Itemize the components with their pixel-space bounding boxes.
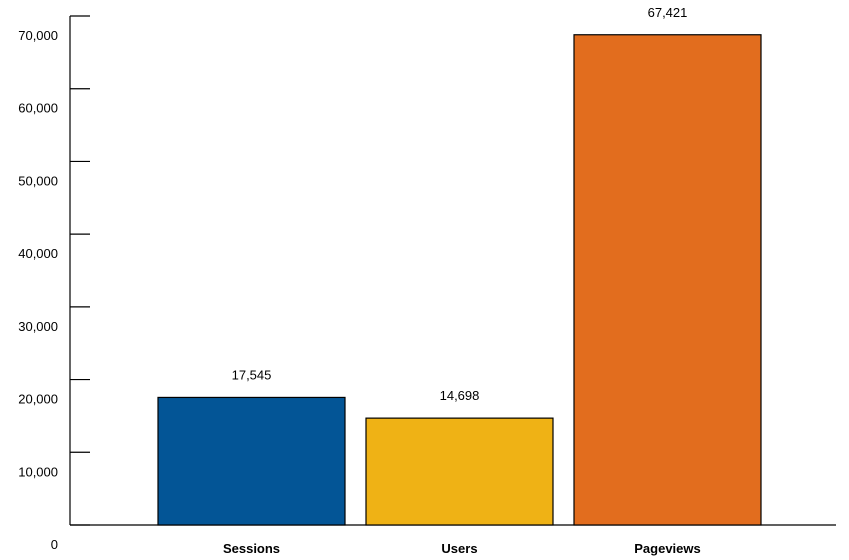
value-label-users: 14,698 (440, 388, 480, 403)
y-tick-label: 20,000 (18, 392, 58, 407)
bars (157, 34, 762, 526)
bar-users (365, 417, 554, 526)
y-axis: 0 10,000 20,000 30,000 40,000 50,000 60,000 70,… (18, 15, 90, 552)
y-tick-label: 30,000 (18, 319, 58, 334)
category-label-sessions: Sessions (223, 541, 280, 556)
category-label-users: Users (441, 541, 477, 556)
y-tick-label: 10,000 (18, 464, 58, 479)
y-tick-label: 0 (51, 537, 58, 552)
value-labels: 17,545 14,698 67,421 (232, 5, 688, 403)
category-labels: Sessions Users Pageviews (223, 541, 701, 556)
y-tick-label: 50,000 (18, 173, 58, 188)
value-label-sessions: 17,545 (232, 367, 272, 382)
value-label-pageviews: 67,421 (648, 5, 688, 20)
y-tick-label: 40,000 (18, 246, 58, 261)
y-tick-label: 60,000 (18, 101, 58, 116)
bar-sessions (157, 396, 346, 526)
y-tick-label: 70,000 (18, 28, 58, 43)
category-label-pageviews: Pageviews (634, 541, 701, 556)
bar-pageviews (573, 34, 762, 526)
